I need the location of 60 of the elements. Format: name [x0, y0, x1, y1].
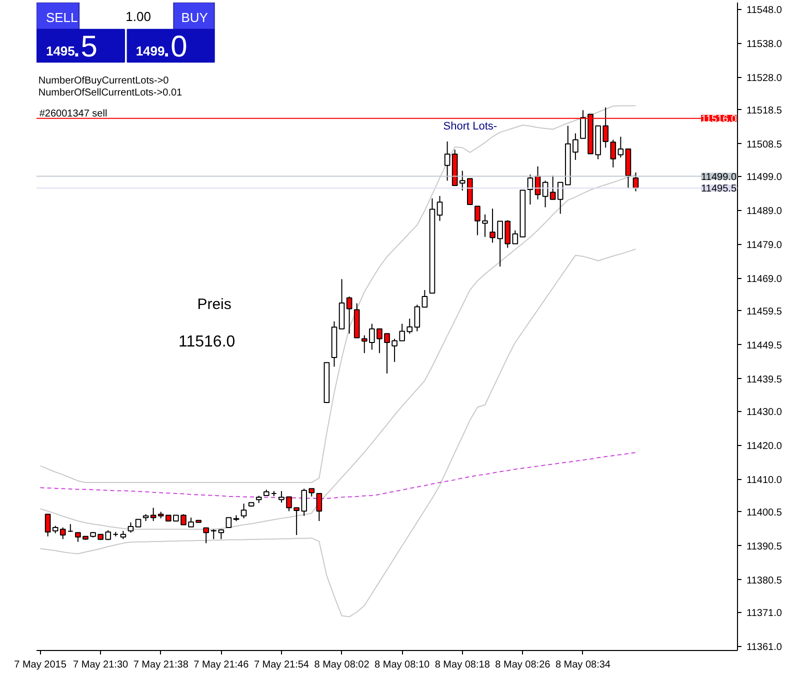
annotation: 1495 [46, 44, 75, 59]
x-tick-label: 8 May 08:18 [434, 660, 490, 670]
annotation: Preis [197, 296, 232, 314]
annotation: NumberOfBuyCurrentLots->0 [38, 76, 170, 87]
y-tick-label: 11361.0 [746, 642, 782, 653]
x-tick-label: 8 May 08:10 [374, 660, 430, 670]
annotation: NumberOfSellCurrentLots->0.01 [38, 87, 183, 98]
y-tick-label: 11371.0 [746, 608, 782, 619]
ref-line-label: 11499.0 [701, 172, 737, 183]
y-tick-label: 11528.0 [746, 72, 782, 84]
candlestick [150, 507, 156, 522]
x-tick-label: 7 May 21:46 [194, 660, 250, 670]
y-tick-label: 11400.5 [746, 507, 782, 518]
y-tick-label: 11430.0 [746, 406, 782, 418]
y-tick-label: 11459.5 [746, 306, 782, 318]
candlestick [316, 492, 322, 522]
annotation: #26001347 sell [39, 108, 108, 120]
ref-line-label: 11495.5 [701, 184, 737, 195]
y-tick-label: 11518.5 [746, 105, 782, 116]
y-tick-label: 11410.0 [746, 474, 782, 486]
x-tick-label: 8 May 08:26 [495, 660, 551, 670]
y-tick-label: 11479.0 [746, 240, 782, 251]
y-tick-label: 11508.5 [746, 139, 782, 150]
y-tick-label: 11449.5 [746, 340, 782, 352]
annotation: 1.00 [126, 8, 151, 24]
line-series [40, 248, 636, 618]
candlestick [436, 196, 443, 222]
y-tick-label: 11469.0 [746, 274, 782, 285]
y-tick-label: 11538.0 [746, 38, 782, 50]
candlestick [68, 524, 74, 532]
annotation: BUY [181, 10, 208, 25]
y-tick-label: 11439.5 [746, 374, 782, 386]
annotation: 1499 [136, 44, 165, 59]
candlestick [422, 290, 428, 308]
y-tick-label: 11380.5 [746, 575, 782, 586]
x-tick-label: 7 May 21:30 [73, 660, 129, 670]
annotation: Short Lots- [443, 120, 498, 133]
ref-line-label: 11516.0 [701, 114, 737, 125]
y-tick-label: 11489.0 [746, 206, 782, 217]
x-tick-label: 7 May 21:54 [254, 660, 310, 670]
y-tick-label: 11499.0 [746, 172, 782, 183]
candlestick [346, 296, 352, 334]
y-tick-label: 11548.0 [746, 4, 782, 16]
y-tick-label: 11420.0 [746, 440, 782, 452]
candlestick [226, 517, 232, 528]
candlestick [610, 139, 616, 168]
x-tick-label: 8 May 08:34 [555, 660, 611, 670]
candlestick [128, 522, 134, 534]
candlestick [550, 175, 556, 200]
x-tick-label: 8 May 08:02 [314, 660, 370, 670]
candlestick [618, 136, 624, 158]
candlestick [44, 514, 51, 537]
x-tick-label: 7 May 21:38 [133, 660, 189, 670]
y-tick-label: 11390.5 [746, 541, 782, 552]
candlestick [218, 528, 224, 540]
annotation: SELL [46, 10, 78, 25]
candlestick [444, 141, 450, 182]
x-tick-label: 7 May 2015 [14, 660, 67, 670]
annotation: 11516.0 [178, 333, 236, 350]
candlestick [240, 503, 247, 519]
